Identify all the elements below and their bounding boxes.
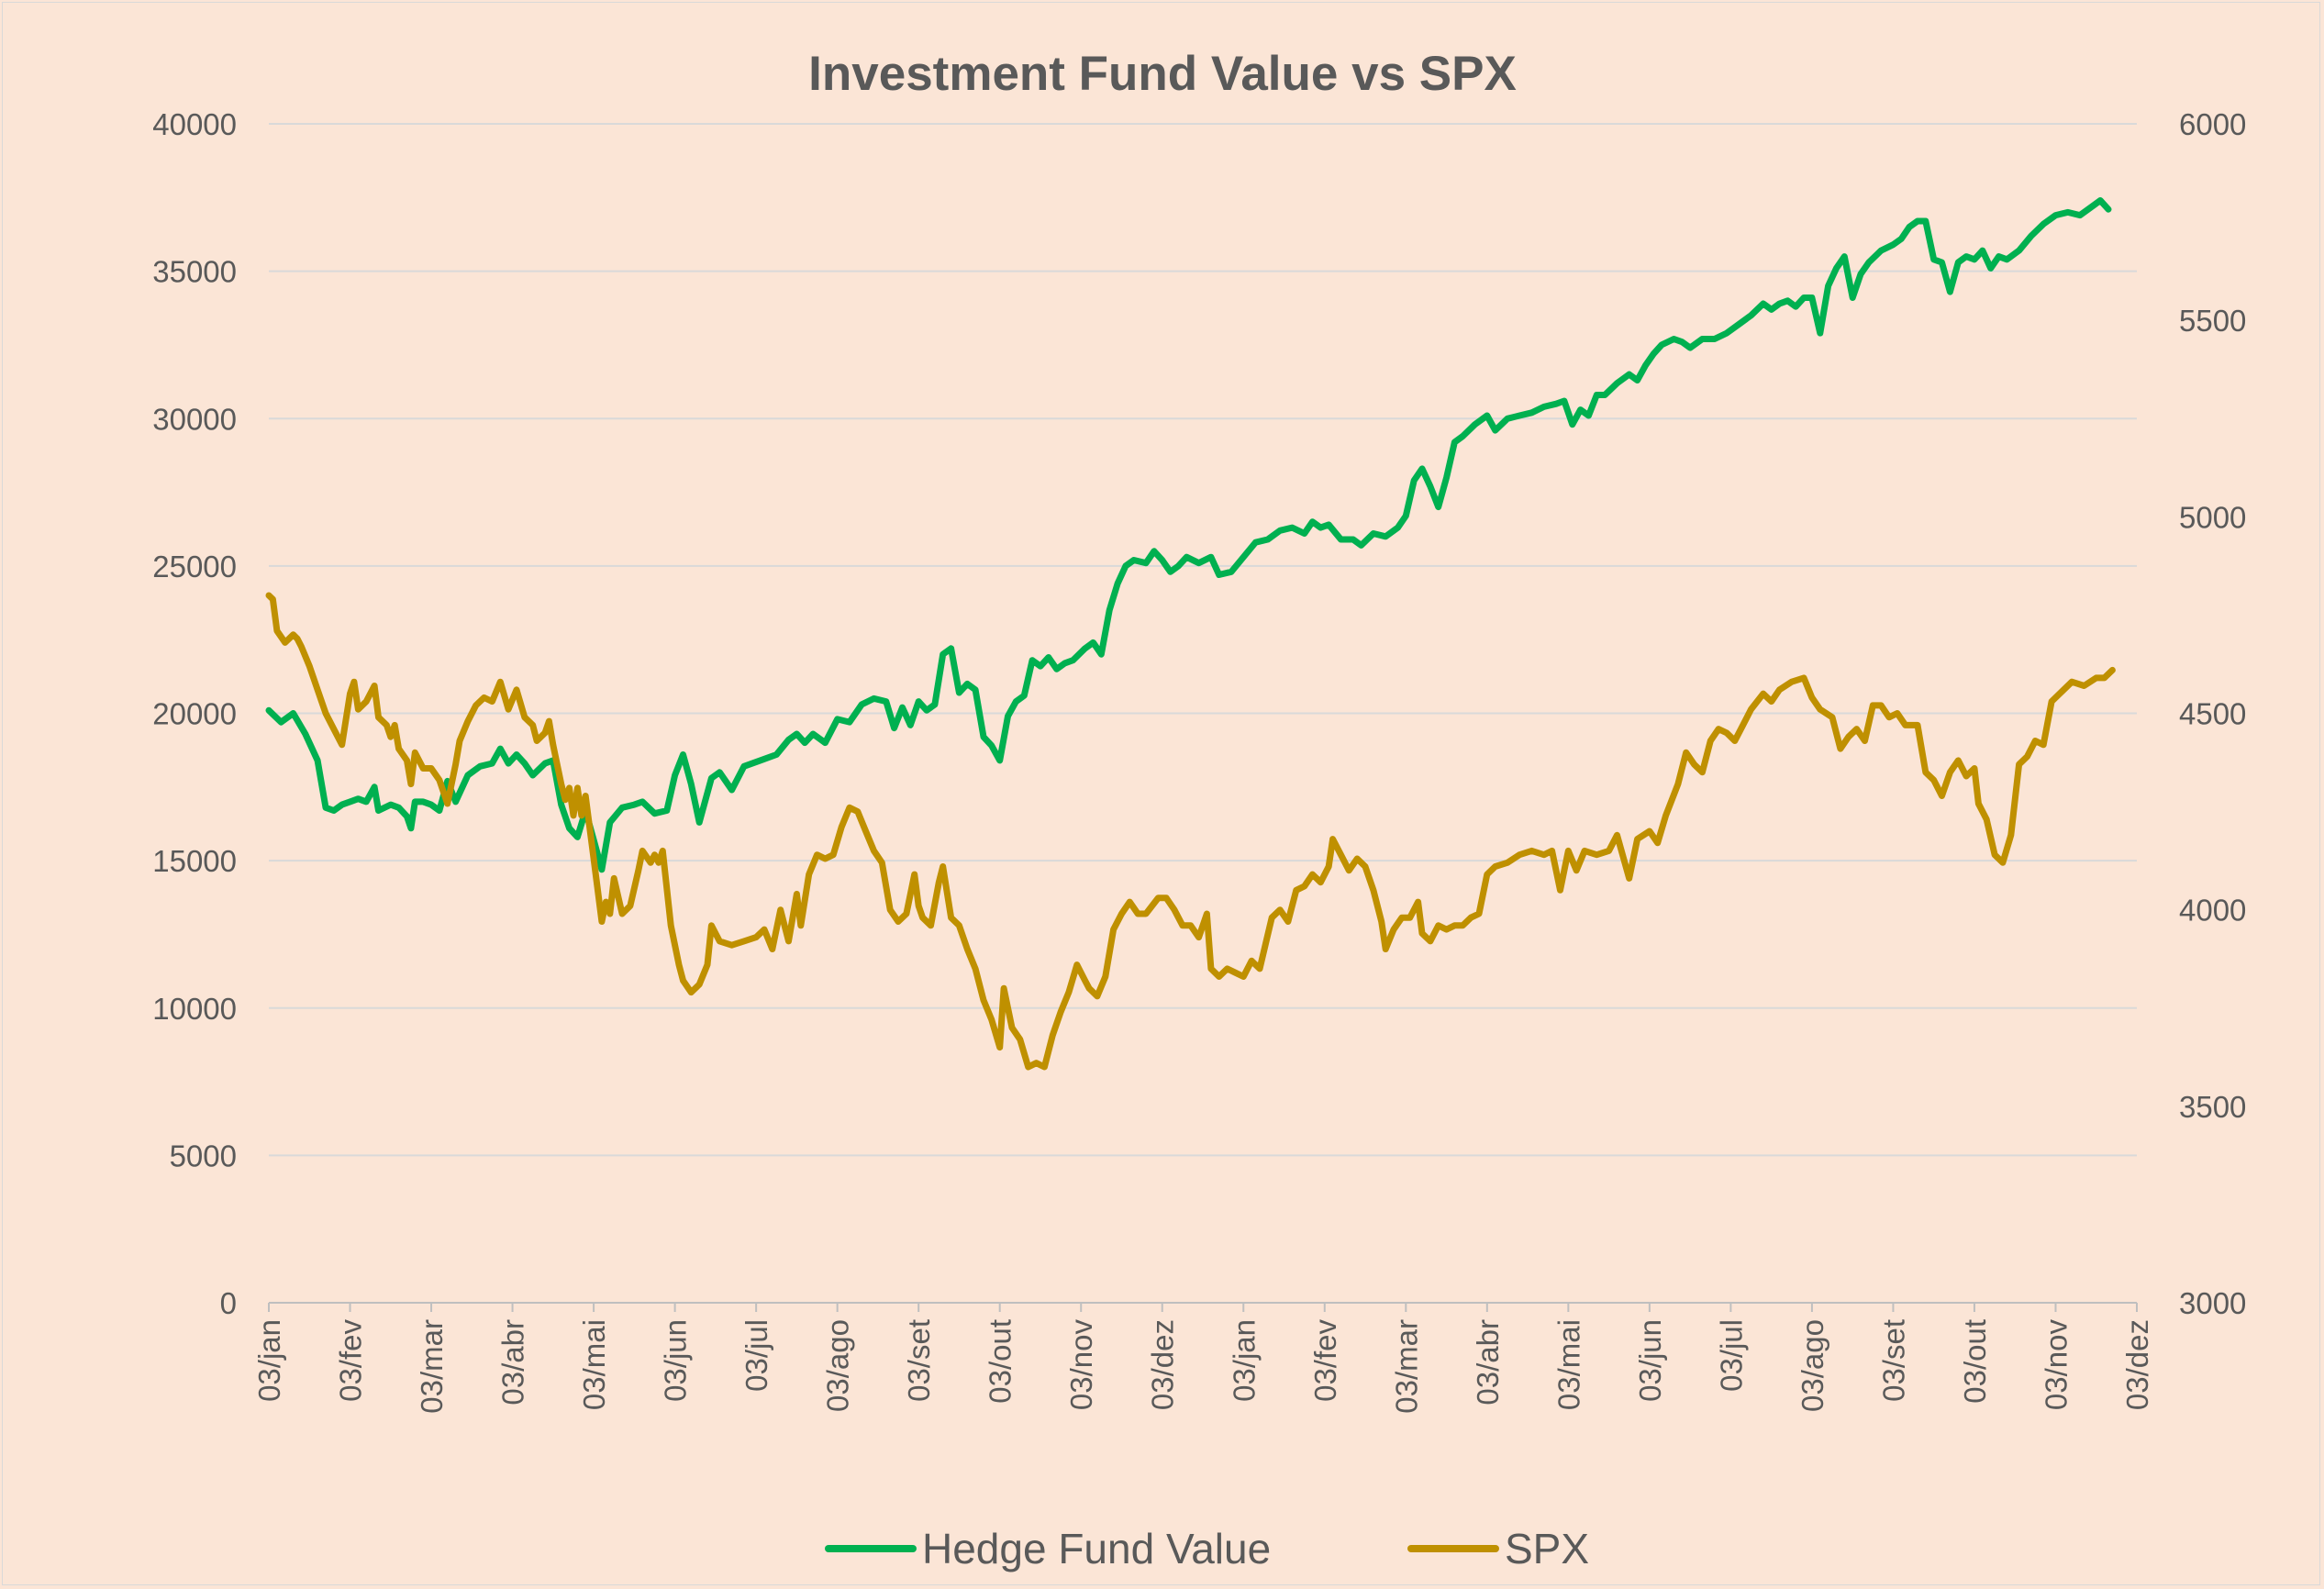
right-y-tick-label: 3000: [2179, 1286, 2246, 1320]
x-tick-label: 03/set: [1876, 1319, 1910, 1402]
x-tick-label: 03/mai: [577, 1319, 611, 1410]
right-y-tick-label: 5500: [2179, 304, 2246, 338]
chart-title: Investment Fund Value vs SPX: [808, 47, 1517, 101]
x-tick-label: 03/jan: [252, 1319, 286, 1402]
x-tick-label: 03/mar: [415, 1319, 449, 1414]
x-tick-label: 03/jul: [739, 1319, 773, 1392]
x-tick-label: 03/abr: [496, 1319, 530, 1406]
left-y-tick-label: 30000: [152, 402, 237, 436]
left-y-tick-label: 5000: [170, 1139, 237, 1172]
x-tick-label: 03/ago: [821, 1319, 855, 1412]
x-tick-label: 03/out: [1958, 1319, 1992, 1404]
left-y-tick-label: 25000: [152, 550, 237, 583]
left-y-tick-label: 10000: [152, 992, 237, 1026]
x-tick-label: 03/mai: [1551, 1319, 1585, 1410]
x-tick-label: 03/out: [984, 1319, 1017, 1404]
series-line-hedge-fund-value: [265, 197, 2112, 873]
x-tick-label: 03/jan: [1227, 1319, 1261, 1402]
legend-label: Hedge Fund Value: [922, 1525, 1271, 1572]
x-tick-label: 03/set: [902, 1319, 936, 1402]
x-axis: 03/jan 03/fev 03/mar 03/abr 03/mai 03/jun 03/j…: [252, 1302, 2154, 1414]
x-tick-label: 03/dez: [2120, 1319, 2154, 1410]
x-tick-label: 03/jun: [1633, 1319, 1667, 1402]
legend: Hedge Fund Value SPX: [825, 1525, 1589, 1572]
left-y-tick-label: 20000: [152, 697, 237, 731]
right-y-axis: 3000 3500 4000 4500 5000 5500 6000: [2179, 107, 2246, 1320]
right-y-tick-label: 3500: [2179, 1090, 2246, 1124]
grid-layer: [269, 123, 2137, 1157]
x-tick-label: 03/nov: [2039, 1319, 2073, 1411]
right-y-tick-label: 5000: [2179, 500, 2246, 534]
x-tick-label: 03/abr: [1471, 1319, 1505, 1406]
right-y-tick-label: 4000: [2179, 894, 2246, 928]
series-line-spx: [265, 592, 2116, 1071]
left-y-tick-label: 15000: [152, 844, 237, 878]
left-y-tick-label: 40000: [152, 107, 237, 141]
left-y-tick-label: 0: [220, 1286, 237, 1320]
left-y-tick-label: 35000: [152, 255, 237, 289]
x-tick-label: 03/dez: [1146, 1319, 1180, 1410]
left-y-axis: 0 5000 10000 15000 20000 25000 30000 35000 40000: [152, 107, 237, 1320]
x-tick-label: 03/nov: [1064, 1319, 1098, 1411]
x-tick-label: 03/fev: [334, 1319, 368, 1402]
chart-svg: Investment Fund Value vs SPX 0 5000 10000 1…: [152, 47, 2246, 1572]
series-layer: [265, 197, 2116, 1071]
x-tick-label: 03/jul: [1714, 1319, 1748, 1392]
right-y-tick-label: 6000: [2179, 107, 2246, 141]
legend-label: SPX: [1505, 1525, 1589, 1572]
x-tick-label: 03/ago: [1796, 1319, 1829, 1412]
x-tick-label: 03/mar: [1389, 1319, 1423, 1414]
x-tick-label: 03/jun: [659, 1319, 693, 1402]
x-tick-label: 03/fev: [1308, 1319, 1342, 1402]
right-y-tick-label: 4500: [2179, 697, 2246, 731]
